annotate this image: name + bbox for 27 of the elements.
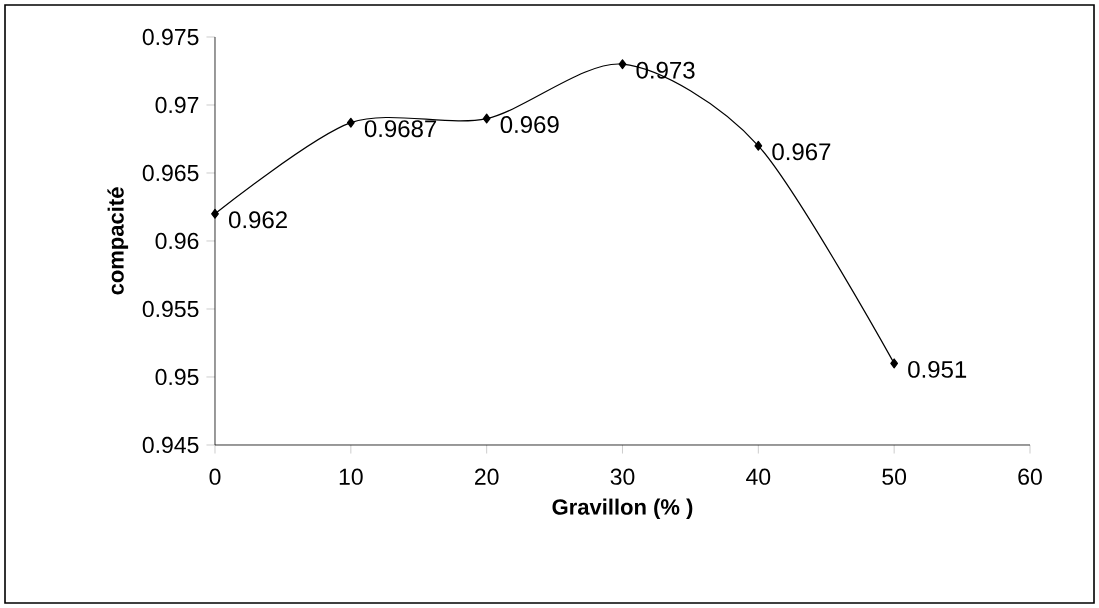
- x-tick-label: 20: [475, 468, 499, 485]
- x-tick-label: 50: [882, 468, 907, 485]
- data-label: 0.9687: [364, 120, 437, 138]
- x-tick-label: 10: [339, 468, 363, 485]
- data-label: 0.969: [500, 116, 559, 134]
- y-tick-label: 0.965: [142, 164, 199, 182]
- data-label: 0.951: [908, 360, 967, 378]
- y-tick-label: 0.945: [142, 436, 199, 454]
- point: [618, 59, 627, 70]
- data-label: 0.962: [229, 211, 287, 229]
- y-tick-label: 0.975: [142, 28, 199, 46]
- y-tick-label: 0.95: [155, 368, 199, 386]
- point: [211, 208, 219, 219]
- x-tick-label: 30: [610, 468, 635, 485]
- y-tick-label: 0.97: [155, 96, 199, 114]
- y-axis-title: compacité: [107, 187, 129, 295]
- y-tick-label: 0.96: [155, 232, 199, 250]
- x-tick-label: 0: [209, 468, 221, 485]
- point: [754, 140, 763, 151]
- data-label: 0.967: [772, 143, 831, 161]
- point: [482, 113, 491, 124]
- point: [346, 117, 355, 128]
- point: [890, 358, 899, 369]
- x-tick-label: 60: [1018, 468, 1042, 485]
- x-tick-label: 40: [746, 468, 771, 485]
- x-axis-title: Gravillon (% ): [552, 498, 693, 520]
- y-tick-label: 0.955: [142, 300, 199, 318]
